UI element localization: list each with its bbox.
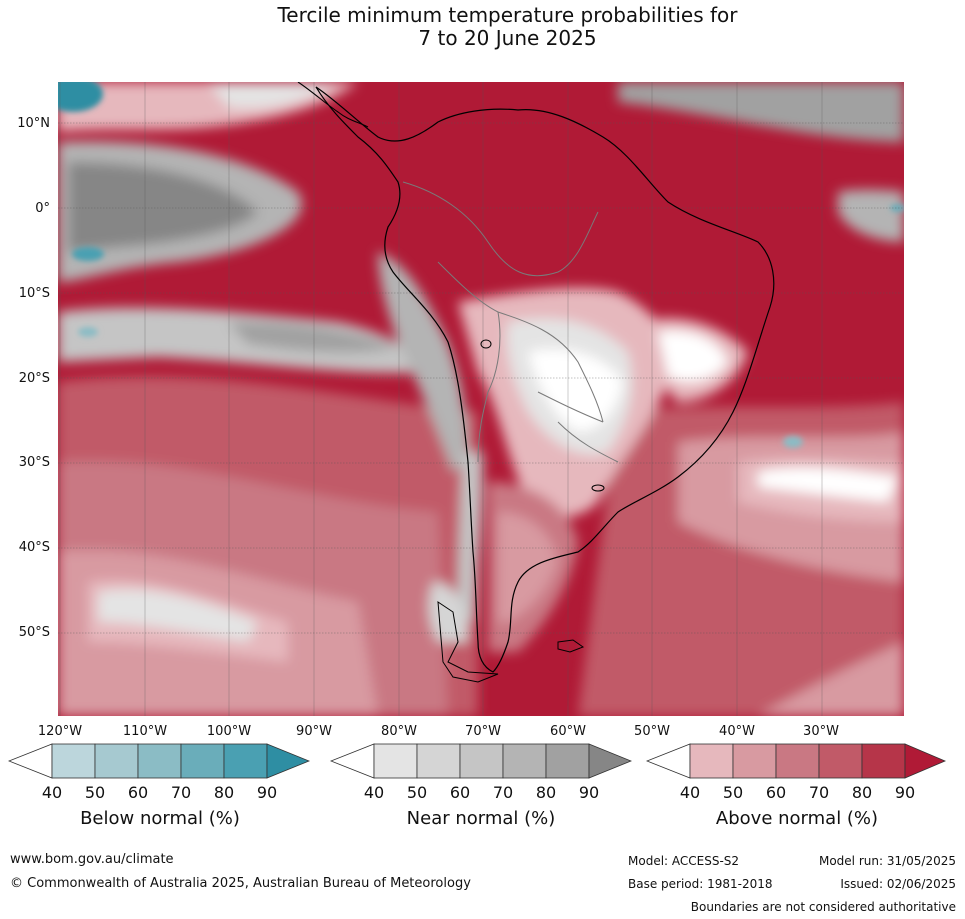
near-normal-swatch-4 xyxy=(502,743,547,779)
lat-label-0: 0° xyxy=(35,201,50,216)
title-line-2: 7 to 20 June 2025 xyxy=(418,26,597,50)
lon-label-90w: 90°W xyxy=(296,724,332,739)
lat-label-40s: 40°S xyxy=(18,540,50,555)
falkland-islands xyxy=(557,639,585,653)
above-normal-tick: 90 xyxy=(894,783,916,802)
boundaries-disclaimer: Boundaries are not considered authoritat… xyxy=(690,900,956,914)
lagoa-dos-patos xyxy=(591,484,605,492)
near-normal-title: Near normal (%) xyxy=(406,808,556,829)
copyright-notice: © Commonwealth of Australia 2025, Austra… xyxy=(10,876,471,891)
below-normal-title: Below normal (%) xyxy=(80,808,240,829)
above-normal-swatch-6 xyxy=(904,743,947,779)
probability-patches xyxy=(58,82,904,716)
lat-label-50s: 50°S xyxy=(18,625,50,640)
meridians xyxy=(59,82,823,716)
below-normal-swatch-2 xyxy=(94,743,139,779)
lon-label-110w: 110°W xyxy=(122,724,168,739)
lon-label-70w: 70°W xyxy=(465,724,501,739)
near-normal-tick: 90 xyxy=(578,783,600,802)
lat-label-30s: 30°S xyxy=(18,455,50,470)
above-normal-swatch-0 xyxy=(646,743,691,779)
graticule xyxy=(58,122,904,634)
below-normal-swatch-6 xyxy=(266,743,310,779)
lake-titicaca xyxy=(480,339,492,349)
below-normal-tick: 70 xyxy=(170,783,192,802)
above-normal-swatch-5 xyxy=(861,743,906,779)
near-normal-tick: 40 xyxy=(363,783,385,802)
below-normal-tick: 90 xyxy=(256,783,278,802)
above-normal-tick: 60 xyxy=(765,783,787,802)
base-period: Base period: 1981-2018 xyxy=(628,877,773,891)
lat-label-10s: 10°S xyxy=(18,286,50,301)
probability-map xyxy=(58,82,904,716)
model-name: Model: ACCESS-S2 xyxy=(628,854,740,868)
lon-label-30w: 30°W xyxy=(803,724,839,739)
south-america-coastline xyxy=(315,86,775,673)
above-normal-tick: 70 xyxy=(808,783,830,802)
below-normal-tick: 60 xyxy=(127,783,149,802)
below-normal-swatch-5 xyxy=(223,743,268,779)
below-normal-swatch-0 xyxy=(8,743,53,779)
near-normal-swatch-0 xyxy=(330,743,375,779)
below-normal-patches xyxy=(58,82,904,448)
above-normal-swatch-3 xyxy=(775,743,820,779)
title-line-1: Tercile minimum temperature probabilitie… xyxy=(277,3,738,27)
above-normal-swatch-1 xyxy=(689,743,734,779)
near-normal-swatch-6 xyxy=(588,743,632,779)
lon-label-80w: 80°W xyxy=(381,724,417,739)
above-normal-title: Above normal (%) xyxy=(715,808,879,829)
below-normal-tick: 80 xyxy=(213,783,235,802)
lon-label-40w: 40°W xyxy=(719,724,755,739)
near-normal-swatch-3 xyxy=(459,743,504,779)
near-normal-tick: 60 xyxy=(449,783,471,802)
near-normal-swatch-5 xyxy=(545,743,590,779)
issued-date: Issued: 02/06/2025 xyxy=(840,877,956,891)
chart-title: Tercile minimum temperature probabilitie… xyxy=(0,4,965,50)
near-normal-swatch-1 xyxy=(373,743,418,779)
below-normal-colorbar xyxy=(8,743,310,779)
tierra-del-fuego xyxy=(437,601,499,683)
lat-label-10n: 10°N xyxy=(17,116,50,131)
near-normal-colorbar xyxy=(330,743,632,779)
below-normal-swatch-4 xyxy=(180,743,225,779)
lon-label-120w: 120°W xyxy=(37,724,83,739)
central-america-coastline xyxy=(297,82,369,128)
lat-label-20s: 20°S xyxy=(18,371,50,386)
near-normal-tick: 70 xyxy=(492,783,514,802)
below-normal-swatch-3 xyxy=(137,743,182,779)
model-run-date: Model run: 31/05/2025 xyxy=(818,854,956,868)
lon-label-100w: 100°W xyxy=(206,724,252,739)
bom-url-link[interactable]: www.bom.gov.au/climate xyxy=(10,852,174,867)
above-normal-colorbar xyxy=(646,743,947,779)
lon-label-50w: 50°W xyxy=(634,724,670,739)
map-canvas xyxy=(58,82,904,716)
near-normal-swatch-2 xyxy=(416,743,461,779)
near-normal-tick: 50 xyxy=(406,783,428,802)
below-normal-swatch-1 xyxy=(51,743,96,779)
country-borders xyxy=(402,181,619,463)
lon-label-60w: 60°W xyxy=(550,724,586,739)
above-normal-swatch-2 xyxy=(732,743,777,779)
above-normal-tick: 50 xyxy=(722,783,744,802)
above-normal-tick: 40 xyxy=(679,783,701,802)
above-normal-tick: 80 xyxy=(851,783,873,802)
above-normal-swatch-4 xyxy=(818,743,863,779)
near-normal-tick: 80 xyxy=(535,783,557,802)
below-normal-tick: 40 xyxy=(41,783,63,802)
below-normal-tick: 50 xyxy=(84,783,106,802)
